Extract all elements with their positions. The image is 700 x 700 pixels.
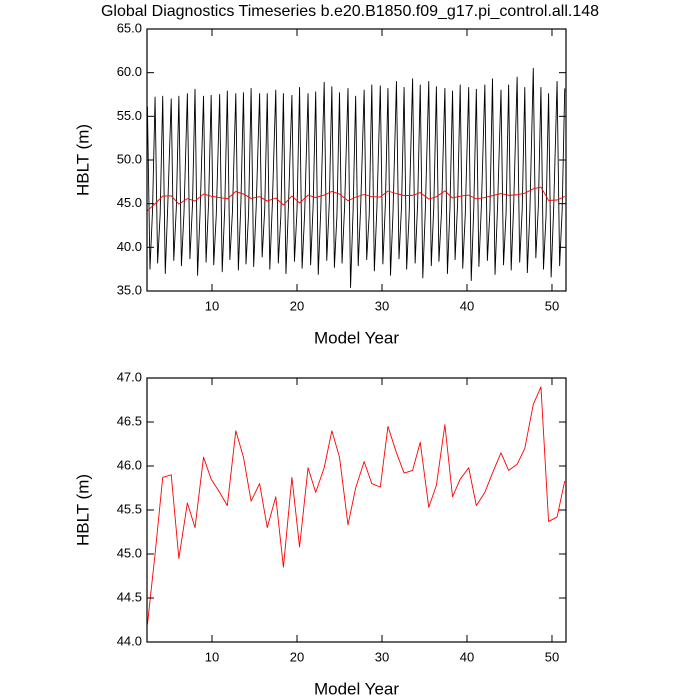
x-axis-label: Model Year [314, 679, 399, 698]
y-tick-label: 60.0 [117, 64, 142, 79]
y-tick-label: 44.0 [117, 633, 142, 648]
y-tick-label: 45.0 [117, 545, 142, 560]
x-tick-label: 40 [460, 649, 474, 664]
y-tick-label: 45.5 [117, 501, 142, 516]
y-tick-label: 46.0 [117, 457, 142, 472]
y-axis-label: HBLT (m) [73, 124, 92, 196]
x-tick-label: 50 [545, 298, 559, 313]
data-line [147, 186, 565, 211]
x-tick-label: 10 [205, 649, 219, 664]
x-tick-label: 30 [375, 649, 389, 664]
x-tick-label: 10 [205, 298, 219, 313]
y-tick-label: 44.5 [117, 589, 142, 604]
x-tick-label: 40 [460, 298, 474, 313]
y-axis-label: HBLT (m) [73, 474, 92, 546]
y-tick-label: 40.0 [117, 239, 142, 254]
data-line [146, 386, 566, 625]
x-tick-label: 20 [290, 298, 304, 313]
x-axis-label: Model Year [314, 328, 399, 347]
x-tick-label: 50 [545, 649, 559, 664]
y-tick-label: 50.0 [117, 151, 142, 166]
y-tick-label: 45.0 [117, 195, 142, 210]
data-line [146, 67, 566, 288]
y-tick-label: 35.0 [117, 282, 142, 297]
x-tick-label: 20 [290, 649, 304, 664]
y-tick-label: 46.5 [117, 413, 142, 428]
plot-frame [146, 377, 567, 643]
chart-title: Global Diagnostics Timeseries b.e20.B185… [101, 3, 599, 20]
x-tick-label: 30 [375, 298, 389, 313]
y-tick-label: 55.0 [117, 108, 142, 123]
y-tick-label: 65.0 [117, 20, 142, 35]
y-tick-label: 47.0 [117, 369, 142, 384]
